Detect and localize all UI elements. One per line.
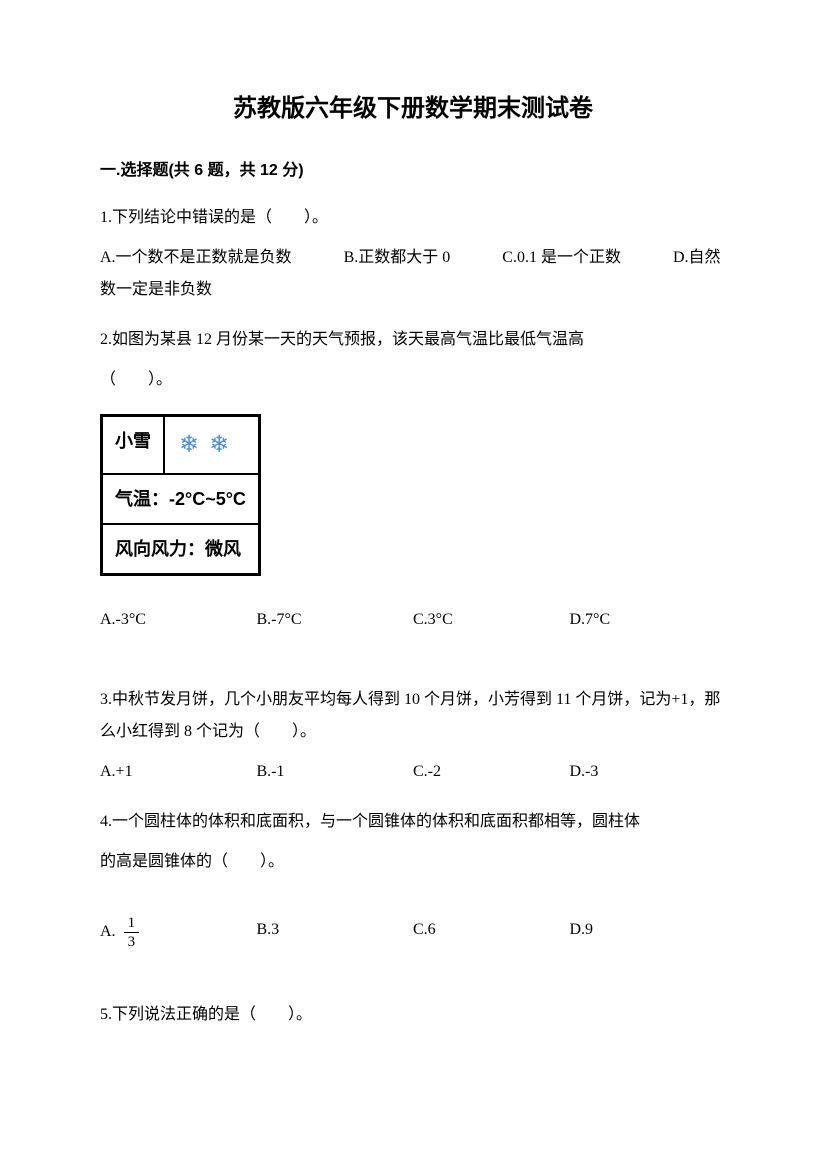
q2-optB: B.-7°C <box>257 604 414 636</box>
weather-condition-label: 小雪 <box>103 417 165 473</box>
q5-text: 5.下列说法正确的是（ ）。 <box>100 999 726 1031</box>
section-header: 一.选择题(共 6 题，共 12 分) <box>100 158 726 184</box>
q2-paren: （ ）。 <box>100 364 726 396</box>
q3-optA: A.+1 <box>100 756 257 788</box>
q3-optB: B.-1 <box>257 756 414 788</box>
weather-temperature: 气温：-2°C~5°C <box>103 475 258 525</box>
q1-optC: C.0.1 是一个正数 <box>502 249 621 266</box>
q3-optC: C.-2 <box>413 756 570 788</box>
fraction-icon: 1 3 <box>124 914 140 951</box>
q4-text2: 的高是圆锥体的（ ）。 <box>100 846 726 878</box>
q4-optA: A. 1 3 <box>100 914 257 951</box>
q1-text: 1.下列结论中错误的是（ ）。 <box>100 202 726 234</box>
weather-wind: 风向风力：微风 <box>103 525 258 573</box>
question-1: 1.下列结论中错误的是（ ）。 A.一个数不是正数就是负数 B.正数都大于 0 … <box>100 202 726 306</box>
q4-optC: C.6 <box>413 914 570 951</box>
q2-optA: A.-3°C <box>100 604 257 636</box>
q4-options: A. 1 3 B.3 C.6 D.9 <box>100 914 726 951</box>
question-4: 4.一个圆柱体的体积和底面积，与一个圆锥体的体积和底面积都相等，圆柱体 的高是圆… <box>100 806 726 951</box>
q1-optB: B.正数都大于 0 <box>344 249 451 266</box>
q4-text1: 4.一个圆柱体的体积和底面积，与一个圆锥体的体积和底面积都相等，圆柱体 <box>100 806 726 838</box>
q4-optD: D.9 <box>570 914 727 951</box>
q3-optD: D.-3 <box>570 756 727 788</box>
snowflake-icon: ❄ <box>179 421 199 469</box>
q4-optB: B.3 <box>257 914 414 951</box>
page-title: 苏教版六年级下册数学期末测试卷 <box>100 90 726 128</box>
q3-options: A.+1 B.-1 C.-2 D.-3 <box>100 756 726 788</box>
weather-icons: ❄ ❄ <box>165 417 243 473</box>
question-5: 5.下列说法正确的是（ ）。 <box>100 999 726 1031</box>
snowflake-icon: ❄ <box>209 421 229 469</box>
q2-optC: C.3°C <box>413 604 570 636</box>
q2-optD: D.7°C <box>570 604 727 636</box>
weather-forecast-box: 小雪 ❄ ❄ 气温：-2°C~5°C 风向风力：微风 <box>100 414 261 576</box>
q2-text: 2.如图为某县 12 月份某一天的天气预报，该天最高气温比最低气温高 <box>100 324 726 356</box>
question-3: 3.中秋节发月饼，几个小朋友平均每人得到 10 个月饼，小芳得到 11 个月饼，… <box>100 684 726 788</box>
fraction-numerator: 1 <box>124 914 140 933</box>
q3-text: 3.中秋节发月饼，几个小朋友平均每人得到 10 个月饼，小芳得到 11 个月饼，… <box>100 684 726 748</box>
q1-optA: A.一个数不是正数就是负数 <box>100 249 292 266</box>
question-2: 2.如图为某县 12 月份某一天的天气预报，该天最高气温比最低气温高 （ ）。 … <box>100 324 726 636</box>
q2-options: A.-3°C B.-7°C C.3°C D.7°C <box>100 604 726 636</box>
q4-optA-prefix: A. <box>100 923 116 940</box>
q1-options: A.一个数不是正数就是负数 B.正数都大于 0 C.0.1 是一个正数 D.自然… <box>100 242 726 306</box>
fraction-denominator: 3 <box>124 933 140 951</box>
